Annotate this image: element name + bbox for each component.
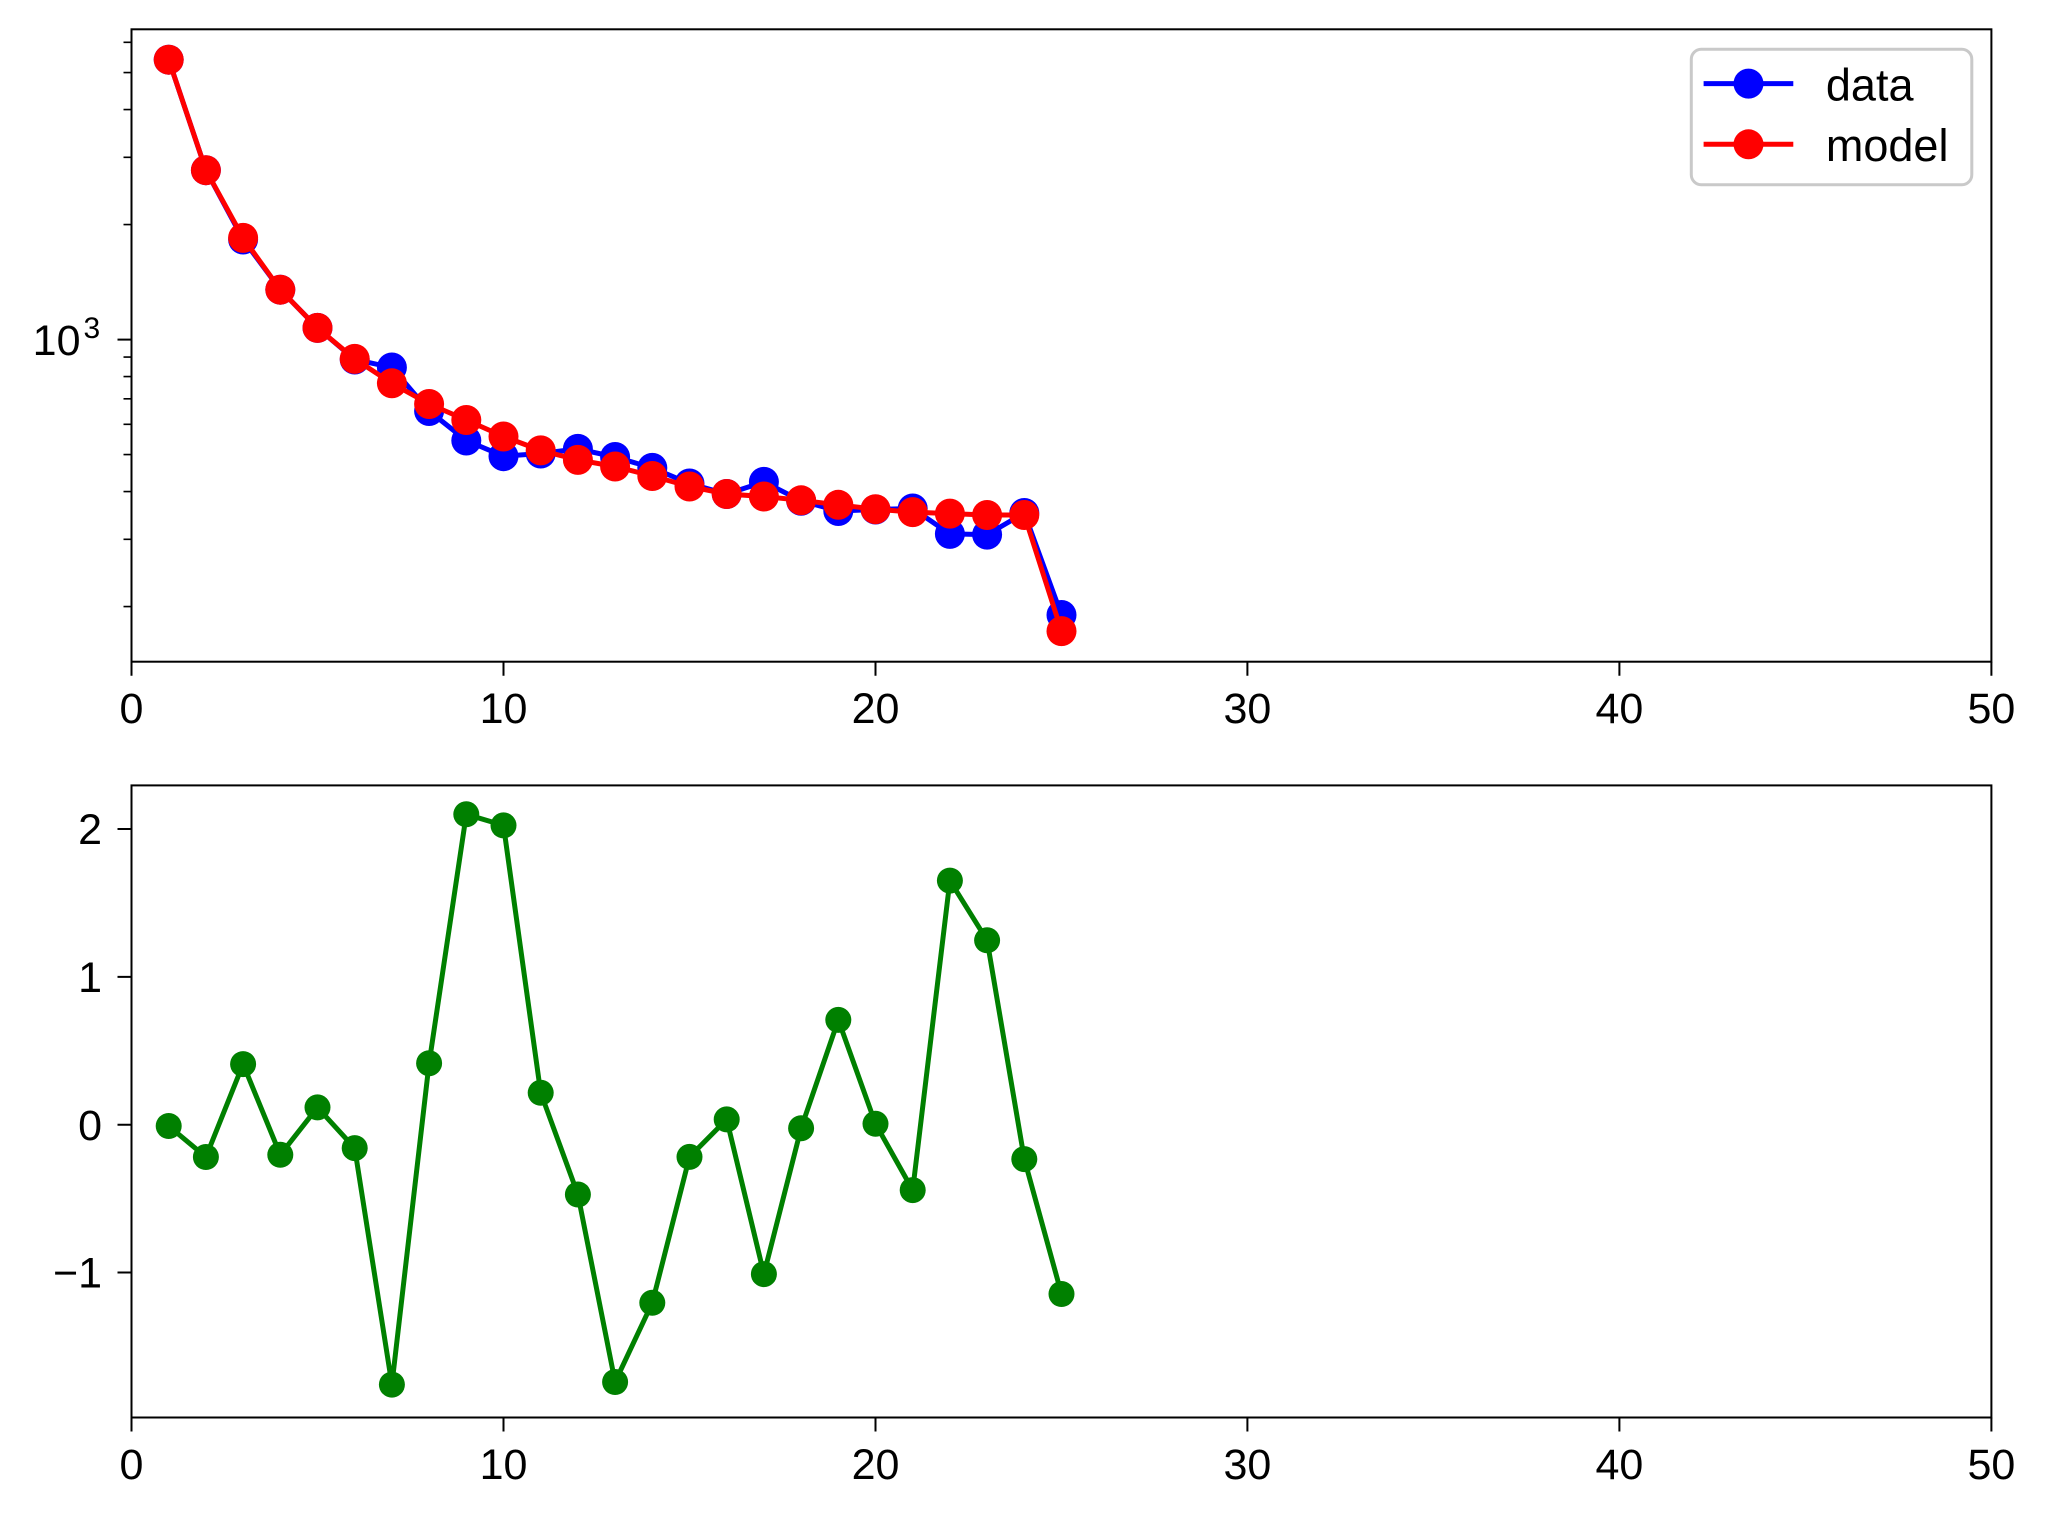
svg-text:40: 40: [1595, 1441, 1643, 1489]
svg-text:20: 20: [852, 1441, 900, 1489]
svg-text:30: 30: [1223, 685, 1271, 733]
svg-text:10: 10: [480, 1441, 528, 1489]
svg-text:2: 2: [78, 806, 102, 854]
svg-text:20: 20: [852, 685, 900, 733]
svg-text:model: model: [1826, 120, 1949, 171]
svg-text:40: 40: [1595, 685, 1643, 733]
svg-text:50: 50: [1967, 1441, 2015, 1489]
svg-text:50: 50: [1967, 685, 2015, 733]
svg-text:1: 1: [78, 954, 102, 1002]
svg-text:0: 0: [120, 1441, 144, 1489]
svg-text:0: 0: [78, 1102, 102, 1150]
svg-text:30: 30: [1223, 1441, 1271, 1489]
svg-text:data: data: [1826, 59, 1915, 110]
svg-text:0: 0: [120, 685, 144, 733]
svg-text:10: 10: [480, 685, 528, 733]
svg-text:3: 3: [84, 312, 101, 345]
svg-text:10: 10: [33, 317, 81, 365]
svg-text:−1: −1: [53, 1250, 102, 1298]
